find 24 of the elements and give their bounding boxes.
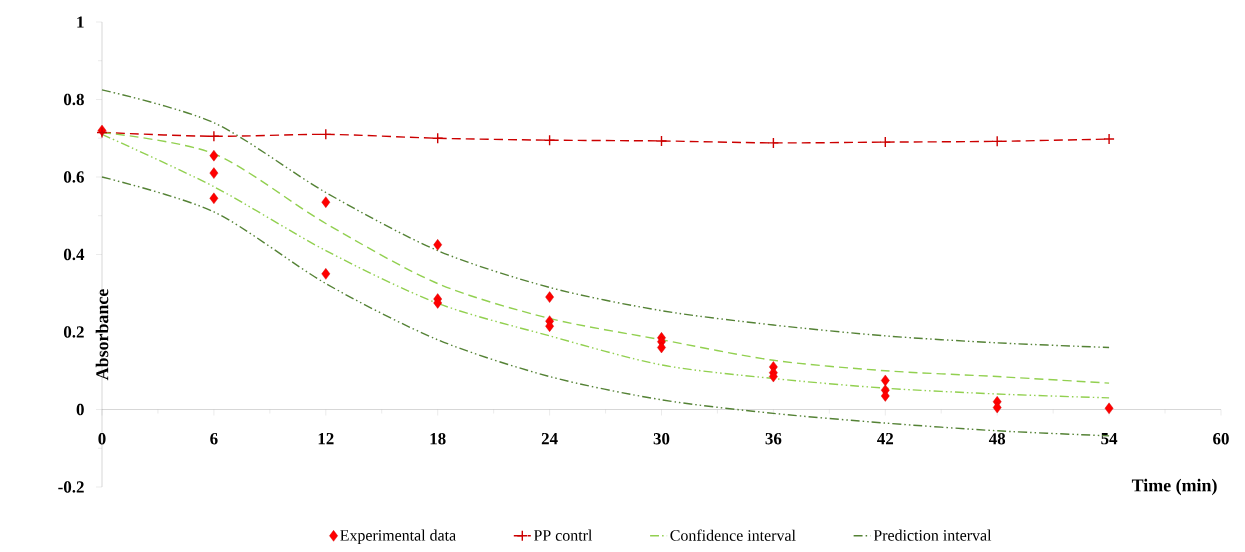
- x-tick-label: 0: [98, 433, 106, 445]
- x-tick-label: 60: [1213, 433, 1229, 445]
- x-tick-label: 48: [988, 433, 1006, 445]
- legend-label: Confidence interval: [670, 529, 796, 541]
- x-axis-title: Time (min): [1131, 478, 1217, 496]
- y-axis-title: Absorbance: [95, 289, 109, 381]
- x-tick-label: 24: [541, 433, 558, 445]
- x-tick-label: 30: [653, 433, 670, 445]
- y-tick-label: 1: [77, 16, 84, 28]
- x-tick-label: 12: [318, 433, 334, 445]
- legend-label: PP contrl: [533, 529, 593, 541]
- y-tick-label: -0.2: [58, 481, 84, 493]
- y-tick-label: 0.8: [63, 93, 84, 106]
- x-tick-label: 36: [765, 433, 782, 445]
- x-tick-label: 6: [210, 433, 218, 445]
- legend-label: Experimental data: [340, 529, 456, 544]
- legend-label: Prediction interval: [873, 529, 992, 541]
- y-tick-label: 0.6: [63, 171, 84, 183]
- y-tick-label: 0: [76, 403, 84, 416]
- y-tick-label: 0.2: [63, 326, 84, 338]
- x-tick-label: 18: [430, 433, 446, 445]
- x-tick-label: 54: [1101, 433, 1118, 445]
- y-tick-label: 0.4: [63, 248, 85, 261]
- x-tick-label: 42: [877, 433, 894, 445]
